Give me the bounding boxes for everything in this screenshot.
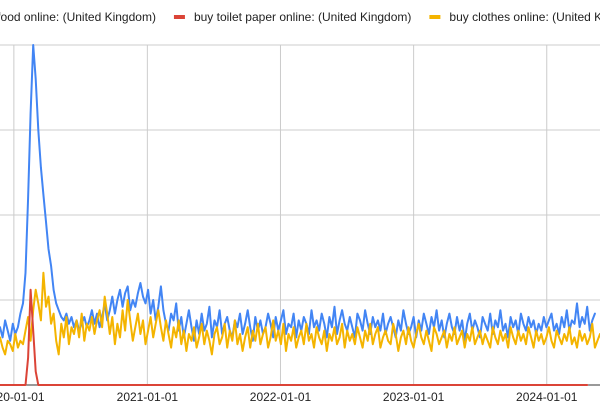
x-axis: 2020-01-01 2021-01-01 2022-01-01 2023-01-01… — [0, 390, 578, 404]
series-line-1 — [0, 44, 596, 342]
legend-item-2: buy toilet paper online: (United Kingdom… — [173, 10, 411, 24]
x-tick-label: 2024-01-01 — [516, 390, 578, 404]
chart-grid — [0, 44, 600, 386]
legend-swatch — [173, 15, 185, 19]
x-tick-label: 2020-01-01 — [0, 390, 45, 404]
series-line-3 — [0, 271, 600, 356]
legend-item-3: buy clothes online: (United Kingdom) — [429, 10, 600, 24]
legend-label: buy clothes online: (United Kingdom) — [449, 10, 600, 24]
x-tick-label: 2023-01-01 — [383, 390, 445, 404]
chart-legend: buy food online: (United Kingdom) buy toi… — [0, 10, 600, 24]
x-tick-label: 2021-01-01 — [117, 390, 179, 404]
x-tick-label: 2022-01-01 — [250, 390, 312, 404]
legend-label: buy food online: (United Kingdom) — [0, 10, 156, 24]
legend-label: buy toilet paper online: (United Kingdom… — [194, 10, 411, 24]
series-line-2 — [0, 288, 589, 386]
legend-item-1: buy food online: (United Kingdom) — [0, 10, 156, 24]
chart-series — [0, 44, 600, 386]
legend-swatch — [429, 15, 441, 19]
